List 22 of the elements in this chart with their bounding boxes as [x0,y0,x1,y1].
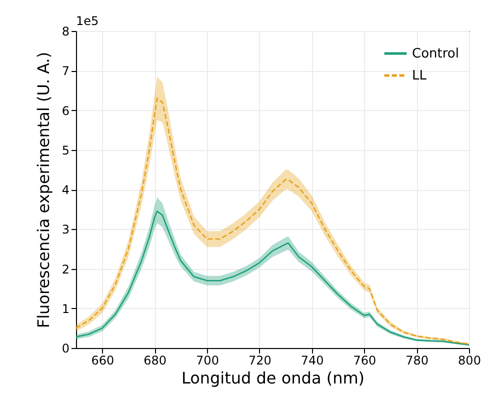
legend-label: Control [412,46,459,62]
y-tick-label: 5 [62,143,70,158]
x-tick-label: 700 [196,354,219,368]
text: 1e5 [76,14,99,28]
x-tick-label: 720 [248,354,272,368]
y-axis-title: Fluorescencia experimental (U. A.) [34,52,53,328]
y-tick-label: 7 [62,64,70,78]
legend-label: LL [412,68,428,84]
y-tick-label: 2 [62,262,70,276]
y-tick-label: 4 [62,183,70,197]
x-tick-label: 760 [353,354,376,368]
x-tick-label: 680 [144,354,167,368]
y-tick-label: 6 [62,104,70,118]
x-tick-label: 660 [91,354,114,368]
x-tick-label: 740 [300,354,324,368]
y-tick-label: 3 [62,222,70,237]
y-tick-label: 1 [62,302,70,316]
x-axis-title: Longitud de onda (nm) [181,368,365,388]
x-tick-label: 780 [406,354,429,368]
x-tick-label: 800 [458,354,481,368]
y-tick-label: 8 [62,24,70,38]
y-tick-label: 0 [62,342,70,356]
